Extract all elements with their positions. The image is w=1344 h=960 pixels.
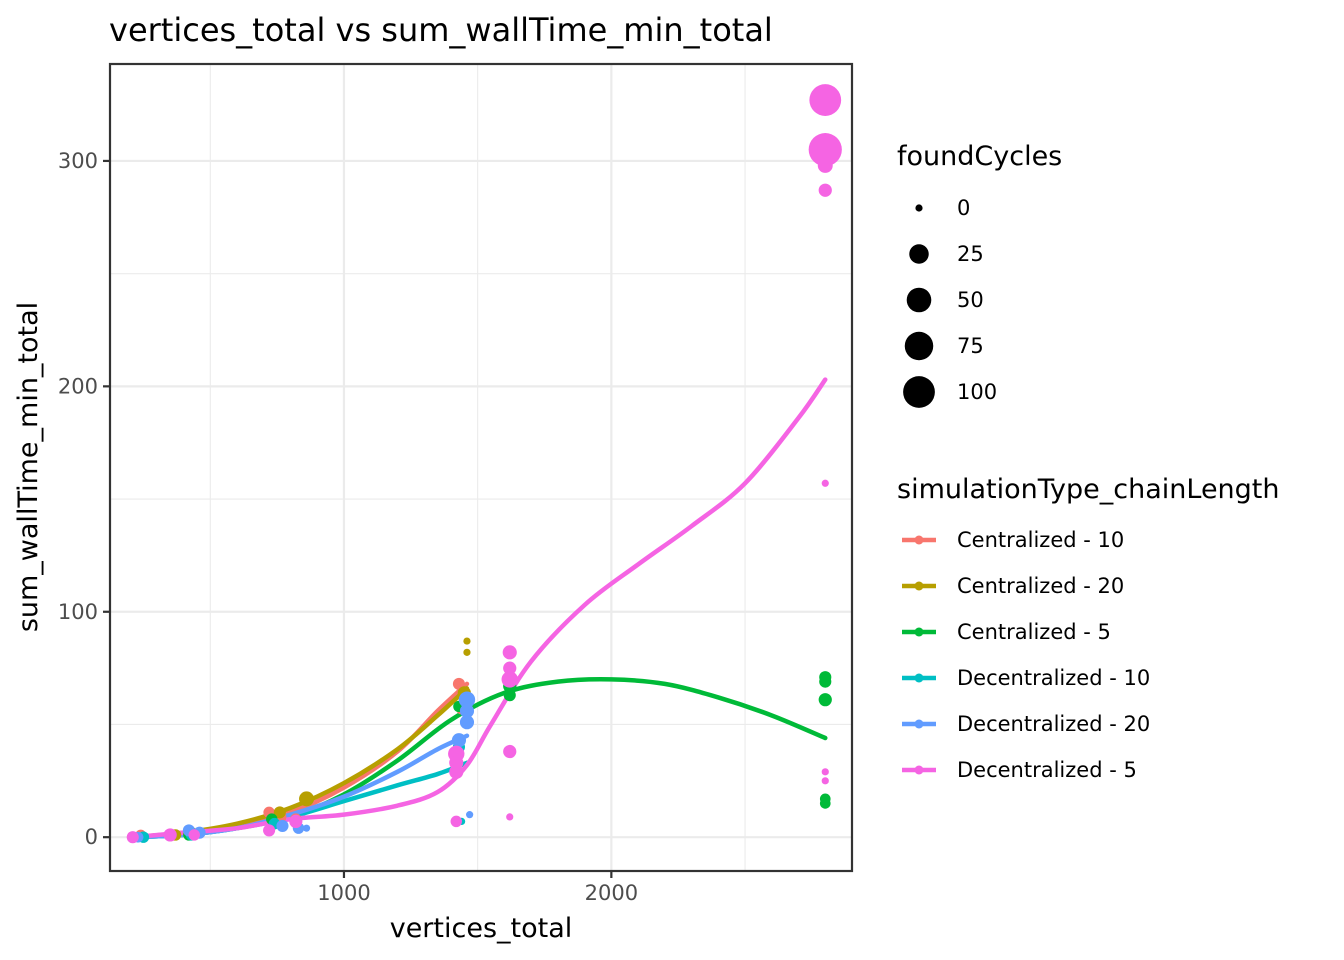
data-points — [126, 84, 842, 844]
color-legend-key-point — [914, 581, 924, 591]
size-legend-label: 50 — [957, 288, 984, 312]
gridlines — [110, 64, 852, 871]
point-centralized-20 — [463, 637, 471, 645]
point-decentralized-20 — [459, 715, 475, 730]
point-decentralized-5 — [506, 813, 514, 821]
color-legend: simulationType_chainLength Centralized -… — [897, 474, 1280, 782]
point-decentralized-5 — [163, 828, 177, 842]
point-decentralized-5 — [188, 829, 200, 841]
size-legend-key — [904, 331, 934, 361]
point-decentralized-5 — [289, 814, 303, 829]
point-decentralized-5 — [263, 824, 276, 837]
point-centralized-20 — [463, 648, 471, 656]
x-axis: 1000 2000 — [317, 871, 638, 905]
color-legend-key-point — [914, 535, 924, 545]
point-decentralized-20 — [276, 819, 289, 832]
size-legend-key — [915, 204, 923, 212]
point-decentralized-5 — [808, 133, 842, 167]
point-decentralized-5 — [503, 661, 517, 675]
point-centralized-5 — [818, 693, 832, 707]
color-legend-label: Centralized - 10 — [957, 528, 1124, 552]
color-legend-key-point — [914, 719, 924, 729]
point-decentralized-20 — [302, 824, 311, 832]
point-decentralized-20 — [458, 691, 476, 708]
x-tick-label: 2000 — [585, 881, 638, 905]
point-decentralized-5 — [502, 645, 517, 660]
color-legend-label: Decentralized - 5 — [957, 758, 1137, 782]
point-decentralized-20 — [451, 733, 467, 748]
point-decentralized-20 — [466, 811, 474, 819]
y-tick-label: 100 — [58, 600, 98, 624]
y-tick-label: 300 — [58, 149, 98, 173]
x-tick-label: 1000 — [317, 881, 370, 905]
color-legend-label: Decentralized - 10 — [957, 666, 1150, 690]
color-legend-title: simulationType_chainLength — [897, 474, 1280, 505]
size-legend-key — [906, 287, 932, 313]
size-legend-title: foundCycles — [897, 141, 1062, 172]
point-decentralized-5 — [503, 744, 517, 759]
point-decentralized-5 — [821, 768, 829, 776]
size-legend-key — [909, 244, 929, 264]
size-legend-label: 0 — [957, 196, 970, 220]
y-axis-title: sum_wallTime_min_total — [13, 302, 44, 632]
point-decentralized-5 — [126, 831, 139, 844]
color-legend-label: Centralized - 5 — [957, 620, 1111, 644]
point-centralized-5 — [819, 798, 831, 809]
point-decentralized-5 — [817, 157, 833, 173]
point-decentralized-5 — [818, 183, 832, 197]
color-legend-key-point — [914, 765, 924, 775]
size-legend-label: 100 — [957, 380, 997, 404]
color-legend-label: Centralized - 20 — [957, 574, 1124, 598]
y-tick-label: 0 — [85, 825, 98, 849]
plot-panel — [108, 62, 854, 873]
point-decentralized-5 — [821, 479, 829, 487]
panel-border — [108, 62, 854, 873]
point-decentralized-5 — [821, 777, 829, 785]
point-centralized-5 — [819, 675, 832, 688]
size-legend-label: 75 — [957, 334, 984, 358]
chart-title: vertices_total vs sum_wallTime_min_total — [109, 11, 773, 49]
color-legend-key-point — [914, 673, 924, 683]
point-centralized-20 — [273, 806, 286, 819]
point-decentralized-5 — [450, 815, 462, 828]
point-decentralized-5 — [449, 764, 464, 779]
x-axis-title: vertices_total — [390, 913, 573, 944]
point-centralized-20 — [299, 791, 315, 807]
color-legend-label: Decentralized - 20 — [957, 712, 1150, 736]
color-legend-key-point — [914, 627, 924, 637]
y-tick-label: 200 — [58, 374, 98, 398]
size-legend-key — [903, 376, 935, 408]
size-legend: foundCycles 0 25 50 75 100 — [897, 141, 1062, 408]
size-legend-label: 25 — [957, 242, 984, 266]
point-decentralized-5 — [501, 671, 518, 688]
point-decentralized-5 — [809, 84, 842, 116]
y-axis: 0 100 200 300 — [58, 149, 110, 849]
point-centralized-5 — [503, 689, 516, 702]
point-decentralized-20 — [459, 703, 475, 719]
